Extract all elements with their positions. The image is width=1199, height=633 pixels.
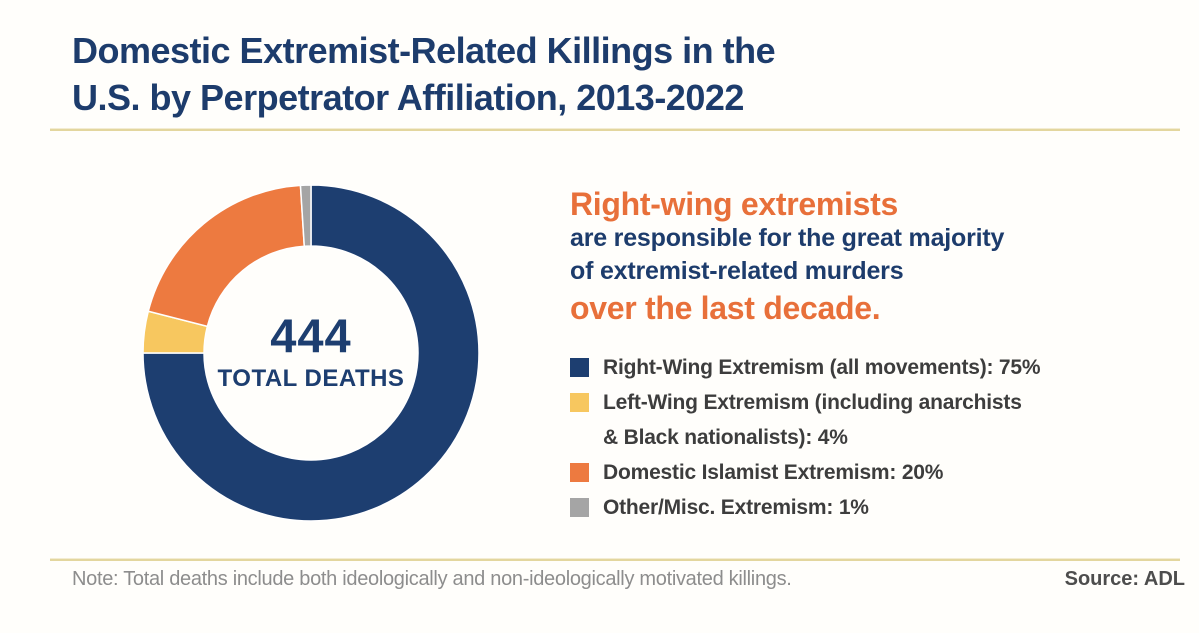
legend-label: Other/Misc. Extremism: 1%: [603, 496, 869, 519]
headline-line1: Right-wing extremists: [570, 186, 898, 222]
legend-swatch-gray: [570, 498, 589, 517]
legend-swatch-navy: [570, 358, 589, 377]
donut-segment: [142, 184, 480, 522]
legend-swatch-orange: [570, 463, 589, 482]
legend-item-other: Other/Misc. Extremism: 1%: [570, 490, 1170, 525]
summary-panel: Right-wing extremists are responsible fo…: [570, 186, 1170, 525]
legend-label: Domestic Islamist Extremism: 20%: [603, 461, 944, 484]
donut-segment: [299, 184, 312, 248]
legend-label: Left-Wing Extremism (including anarchist…: [603, 391, 1022, 449]
headline-line3: of extremist-related murders: [570, 257, 904, 285]
chart-legend: Right-Wing Extremism (all movements): 75…: [570, 350, 1170, 525]
headline-line4: over the last decade.: [570, 290, 881, 326]
page-title: Domestic Extremist-Related Killings in t…: [72, 30, 776, 118]
donut-chart: 444 TOTAL DEATHS: [141, 183, 481, 523]
footnote: Note: Total deaths include both ideologi…: [72, 568, 792, 590]
headline-line2: are responsible for the great majority: [570, 224, 1005, 252]
legend-item-left-wing: Left-Wing Extremism (including anarchist…: [570, 385, 1170, 455]
legend-swatch-yellow: [570, 393, 589, 412]
top-divider-line: [50, 129, 1180, 131]
legend-item-islamist: Domestic Islamist Extremism: 20%: [570, 455, 1170, 490]
source-credit: Source: ADL: [1064, 568, 1185, 590]
donut-chart-svg: [142, 184, 480, 522]
bottom-divider-line: [50, 559, 1180, 561]
legend-label: Right-Wing Extremism (all movements): 75…: [603, 356, 1041, 379]
legend-item-right-wing: Right-Wing Extremism (all movements): 75…: [570, 350, 1170, 385]
donut-segment: [147, 184, 306, 328]
